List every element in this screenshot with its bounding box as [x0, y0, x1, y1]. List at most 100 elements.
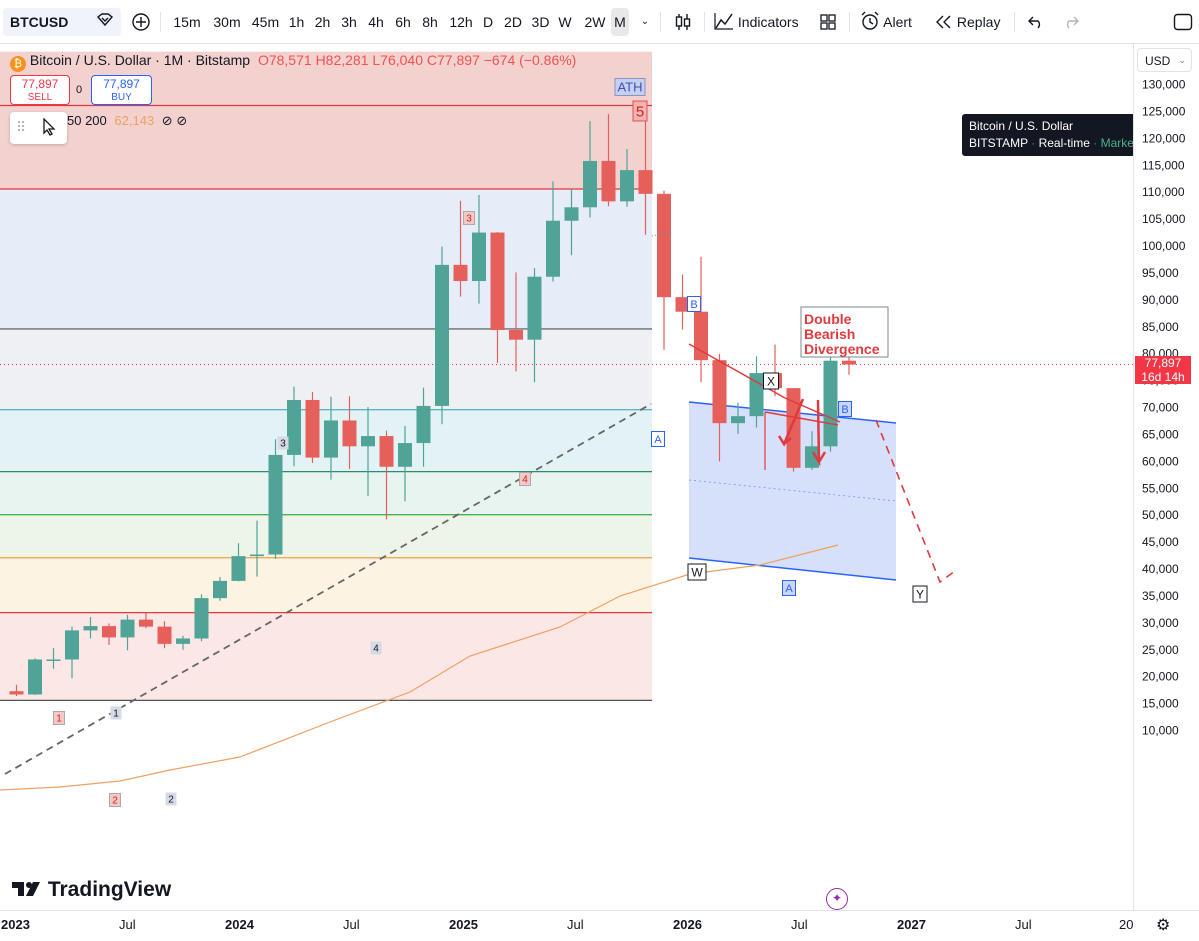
- candle-body[interactable]: [564, 207, 579, 221]
- replay-button[interactable]: Replay: [935, 8, 1005, 36]
- candles-icon[interactable]: [672, 8, 694, 36]
- projection-dashed-line[interactable]: [875, 419, 956, 584]
- candle-body[interactable]: [250, 554, 264, 557]
- legend-title[interactable]: Bitcoin / U.S. Dollar · 1M · Bitstamp: [29, 52, 251, 68]
- alert-button[interactable]: Alert: [860, 8, 922, 36]
- time-tick-label: 20: [1119, 917, 1134, 932]
- ai-sparkle-icon[interactable]: ✦: [826, 888, 848, 910]
- drag-handle-icon[interactable]: ⠿: [16, 119, 27, 135]
- candle-body[interactable]: [324, 420, 338, 458]
- candle-body[interactable]: [731, 416, 745, 424]
- add-symbol-icon[interactable]: [130, 8, 152, 36]
- timeframe-15m[interactable]: 15m: [173, 14, 201, 30]
- candle-body[interactable]: [416, 405, 431, 444]
- candle-body[interactable]: [657, 193, 671, 298]
- price-axis[interactable]: 10,000 15,000 20,000 25,000 30,000 35,000 40,0…: [1133, 44, 1199, 910]
- timeframe-30m[interactable]: 30m: [213, 14, 241, 30]
- candle-body[interactable]: [342, 420, 357, 447]
- timeframe-8h[interactable]: 8h: [422, 14, 438, 30]
- divergence-trendline[interactable]: [764, 411, 839, 426]
- candle-body[interactable]: [46, 659, 61, 661]
- candle-body[interactable]: [601, 160, 616, 202]
- cursor-icon[interactable]: [42, 117, 56, 141]
- candle-body[interactable]: [638, 170, 653, 194]
- timeframe-1h[interactable]: 1h: [288, 14, 305, 30]
- candle-body[interactable]: [305, 400, 320, 458]
- indicators-button[interactable]: Indicators: [714, 8, 806, 36]
- layout-grid-icon[interactable]: [817, 8, 839, 36]
- wave-b-label: B: [690, 299, 697, 311]
- candle-body[interactable]: [102, 626, 116, 638]
- divergence-trendline[interactable]: [784, 397, 841, 423]
- timeframe-D[interactable]: D: [482, 14, 494, 30]
- candle-body[interactable]: [583, 160, 597, 208]
- candle-body[interactable]: [379, 436, 394, 467]
- price-chart[interactable]: ATH 5 3 3 4 4 1 1 2 2 A B X B W A Y DoubleBearishDivergen…: [0, 44, 1133, 910]
- timeframe-2W[interactable]: 2W: [584, 14, 606, 30]
- hide-icon[interactable]: ⊘: [161, 113, 173, 128]
- candle-body[interactable]: [28, 659, 42, 695]
- candle-body[interactable]: [9, 691, 24, 695]
- candle-body[interactable]: [842, 360, 856, 365]
- timeframe-W[interactable]: W: [558, 14, 572, 30]
- channel-lower-line[interactable]: [688, 557, 897, 581]
- candle-body[interactable]: [268, 454, 283, 555]
- candle-body[interactable]: [786, 388, 801, 468]
- symbol-options-icon[interactable]: [93, 8, 117, 36]
- chevron-down-icon[interactable]: ⌄: [640, 16, 650, 27]
- timeframe-12h[interactable]: 12h: [449, 14, 473, 30]
- price-tick-label: 95,000: [1142, 266, 1179, 280]
- timeframe-2h[interactable]: 2h: [314, 14, 331, 30]
- candle-body[interactable]: [712, 360, 727, 424]
- timeframe-3D[interactable]: 3D: [531, 14, 550, 30]
- redo-icon[interactable]: [1060, 8, 1082, 36]
- timeframe-4h[interactable]: 4h: [368, 14, 384, 30]
- parallel-channel-fill: [689, 402, 896, 580]
- candle-body[interactable]: [472, 232, 486, 282]
- candle-body[interactable]: [65, 630, 79, 660]
- chart-pane[interactable]: ATH 5 3 3 4 4 1 1 2 2 A B X B W A Y Double Bearish Divergen…: [0, 44, 1133, 910]
- legend-low: L76,040: [372, 52, 423, 68]
- candle-body[interactable]: [361, 436, 375, 447]
- candle-body[interactable]: [435, 264, 449, 406]
- divergence-callout-box[interactable]: [800, 306, 889, 358]
- candle-body[interactable]: [527, 276, 542, 340]
- symbol-search-box[interactable]: [3, 8, 121, 36]
- candle-body[interactable]: [453, 264, 468, 282]
- time-axis[interactable]: ⚙ 2023 Jul 2024 Jul 2025 Jul 2026 Jul 2027 Jul 20: [0, 910, 1199, 941]
- candle-body[interactable]: [120, 619, 135, 638]
- timeframe-45m[interactable]: 45m: [251, 14, 280, 30]
- symbol-label[interactable]: BTCUSD: [10, 14, 69, 30]
- timeframe-2D[interactable]: 2D: [504, 14, 522, 30]
- candle-body[interactable]: [620, 170, 634, 202]
- candle-body[interactable]: [231, 556, 246, 581]
- currency-selector[interactable]: USD ⌄: [1137, 48, 1192, 72]
- candle-body[interactable]: [139, 619, 153, 627]
- candle-body[interactable]: [398, 443, 412, 467]
- undo-icon[interactable]: [1025, 8, 1047, 36]
- candle-body[interactable]: [83, 626, 98, 631]
- fullscreen-icon[interactable]: [1172, 8, 1194, 36]
- timeframe-M[interactable]: M: [611, 8, 629, 36]
- candle-body[interactable]: [157, 626, 172, 644]
- timeframe-3h[interactable]: 3h: [341, 14, 357, 30]
- arrow-icon: [777, 398, 805, 447]
- tradingview-logo[interactable]: TradingView: [12, 878, 171, 904]
- wave-1-label-box: [53, 711, 65, 725]
- candle-body[interactable]: [176, 638, 190, 644]
- sell-button[interactable]: 77,897 SELL: [10, 75, 70, 105]
- candle-body[interactable]: [509, 330, 523, 340]
- settings-gear-icon[interactable]: ⚙: [1156, 917, 1171, 934]
- buy-button[interactable]: 77,897 BUY: [91, 75, 152, 105]
- candle-body[interactable]: [805, 446, 819, 468]
- divergence-trendline[interactable]: [688, 343, 786, 399]
- candle-body[interactable]: [823, 360, 838, 447]
- timeframe-6h[interactable]: 6h: [395, 14, 411, 30]
- candle-body[interactable]: [546, 220, 560, 277]
- candle-body[interactable]: [287, 400, 301, 455]
- hide-icon[interactable]: ⊘: [176, 113, 188, 128]
- candle-body[interactable]: [213, 580, 227, 599]
- candle-body[interactable]: [490, 232, 505, 331]
- candle-body[interactable]: [675, 297, 690, 312]
- candle-body[interactable]: [194, 598, 209, 639]
